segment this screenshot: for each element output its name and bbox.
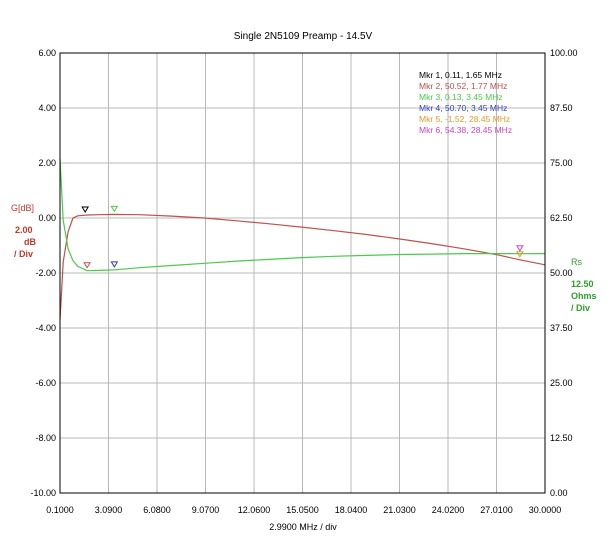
right-tick-label: 12.50 [550, 433, 573, 443]
series-line-rs [59, 158, 546, 272]
legend-entry-mkr-6: Mkr 6, 54.38, 28.45 MHz [419, 125, 512, 135]
right-scale-value: 12.50 [571, 279, 594, 289]
legend-entry-mkr-2: Mkr 2, 50.52, 1.77 MHz [419, 81, 507, 91]
x-tick-label: 12.0600 [238, 505, 271, 515]
right-tick-label: 25.00 [550, 378, 573, 388]
legend-entry-mkr-5: Mkr 5, -1.52, 28.45 MHz [419, 114, 510, 124]
marker-1 [81, 206, 90, 213]
legend-entry-mkr-3: Mkr 3, 0.13, 3.45 MHz [419, 92, 503, 102]
x-tick-label: 15.0500 [286, 505, 319, 515]
x-tick-label: 21.0300 [383, 505, 416, 515]
left-scale-value: 2.00 [15, 225, 33, 235]
marker-6 [515, 245, 524, 252]
legend-entry-mkr-4: Mkr 4, 50.70, 3.45 MHz [419, 103, 507, 113]
x-axis-label: 2.9900 MHz / div [269, 522, 337, 532]
left-tick-label: 4.00 [38, 103, 56, 113]
x-tick-label: 3.0900 [95, 505, 123, 515]
marker-3 [110, 205, 119, 213]
right-tick-label: 87.50 [550, 103, 573, 113]
marker-4 [110, 261, 119, 268]
left-axis-label: G[dB] [11, 203, 34, 213]
x-tick-label: 30.0000 [529, 505, 562, 515]
x-tick-label: 18.0400 [335, 505, 368, 515]
left-tick-label: -8.00 [35, 433, 56, 443]
right-tick-label: 62.50 [550, 213, 573, 223]
left-tick-label: 2.00 [38, 158, 56, 168]
left-scale-unit: dB [24, 237, 36, 247]
right-scale-unit: Ohms [571, 291, 597, 301]
x-tick-label: 9.0700 [192, 505, 220, 515]
right-tick-label: 100.00 [550, 48, 578, 58]
right-scale-div: / Div [571, 303, 590, 313]
tick-labels: 0.1000 3.0900 6.0800 9.0700 12.0600 15.0500 18… [30, 48, 577, 515]
right-tick-label: 0.00 [550, 488, 568, 498]
right-axis-label: Rs [571, 257, 582, 267]
right-tick-label: 50.00 [550, 268, 573, 278]
x-tick-label: 6.0800 [143, 505, 171, 515]
left-tick-label: -10.00 [30, 488, 56, 498]
marker-2 [83, 262, 91, 269]
x-tick-label: 24.0200 [432, 505, 465, 515]
series-layer [59, 158, 546, 320]
chart-title: Single 2N5109 Preamp - 14.5V [234, 31, 373, 42]
right-tick-label: 37.50 [550, 323, 573, 333]
marker-5 [515, 251, 524, 258]
x-tick-label: 0.1000 [46, 505, 74, 515]
right-tick-label: 75.00 [550, 158, 573, 168]
left-tick-label: 6.00 [38, 48, 56, 58]
series-line-g-db- [59, 213, 546, 320]
plot-frame [59, 52, 546, 494]
x-tick-label: 27.0100 [480, 505, 513, 515]
left-tick-label: -6.00 [35, 378, 56, 388]
left-tick-label: -2.00 [35, 268, 56, 278]
grid [60, 53, 545, 493]
left-tick-label: -4.00 [35, 323, 56, 333]
marker-layer [81, 205, 524, 269]
legend-entry-mkr-1: Mkr 1, 0.11, 1.65 MHz [419, 70, 502, 80]
left-tick-label: 0.00 [38, 213, 56, 223]
left-scale-div: / Div [14, 249, 33, 259]
